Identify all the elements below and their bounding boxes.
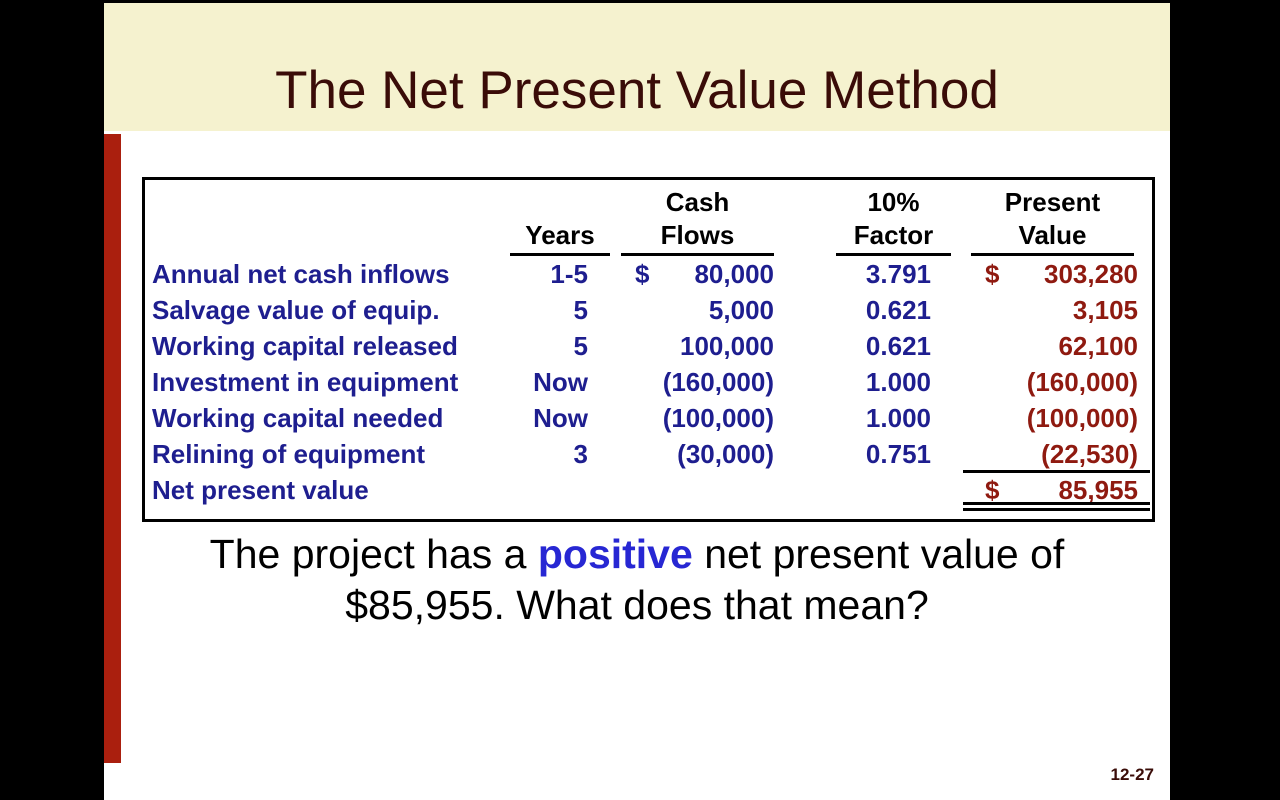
cash-flow-value: 100,000 xyxy=(680,331,774,361)
row-present-value: (160,000) xyxy=(953,364,1152,400)
row-cash-flow xyxy=(615,472,780,508)
slide-content: Years Cash Flows 10% Factor xyxy=(104,131,1170,800)
table-row: Working capital needed Now (100,000) 1.0… xyxy=(145,400,1152,436)
table-row: Relining of equipment 3 (30,000) 0.751 (… xyxy=(145,436,1152,472)
row-present-value: $85,955 xyxy=(953,472,1152,508)
row-factor: 0.621 xyxy=(865,331,931,361)
npv-table: Years Cash Flows 10% Factor xyxy=(142,177,1155,522)
row-factor: 1.000 xyxy=(865,403,931,433)
total-rule-single xyxy=(963,470,1150,473)
cash-flow-value: (100,000) xyxy=(662,403,774,433)
table-header-row: Years Cash Flows 10% Factor xyxy=(145,180,1152,256)
row-label: Working capital needed xyxy=(152,403,444,433)
caption-highlight: positive xyxy=(537,531,693,577)
table-row-total: Net present value $85,955 xyxy=(145,472,1152,508)
row-cash-flow: (160,000) xyxy=(615,364,780,400)
caption-line2: $85,955. What does that mean? xyxy=(345,582,929,628)
page-number: 12-27 xyxy=(1110,765,1154,784)
row-factor: 0.751 xyxy=(865,439,931,469)
row-label: Investment in equipment xyxy=(152,367,459,397)
header-factor-line2: Factor xyxy=(853,220,934,250)
row-years xyxy=(505,472,615,508)
dollar-sign: $ xyxy=(635,259,650,289)
header-cash-line1: Cash xyxy=(665,187,730,217)
row-cash-flow: 100,000 xyxy=(615,328,780,364)
header-years: Years xyxy=(505,180,615,256)
row-factor: 0.621 xyxy=(865,295,931,325)
row-label: Working capital released xyxy=(152,331,458,361)
row-years: 5 xyxy=(573,295,588,325)
row-cash-flow: (100,000) xyxy=(615,400,780,436)
cash-flow-value: (160,000) xyxy=(662,367,774,397)
row-label: Relining of equipment xyxy=(152,439,425,469)
header-factor: 10% Factor xyxy=(780,180,953,256)
caption-line1-pre: The project has a xyxy=(209,531,538,577)
present-value: (160,000) xyxy=(1026,367,1138,397)
total-rule-double xyxy=(963,502,1150,511)
row-years: 1-5 xyxy=(550,259,588,289)
present-value: (22,530) xyxy=(1041,439,1138,469)
row-years: 3 xyxy=(573,439,588,469)
row-cash-flow: 5,000 xyxy=(615,292,780,328)
table-row: Investment in equipment Now (160,000) 1.… xyxy=(145,364,1152,400)
header-label xyxy=(145,180,505,256)
present-value: 62,100 xyxy=(1058,331,1138,361)
row-label: Net present value xyxy=(152,475,369,505)
row-factor: 3.791 xyxy=(865,259,931,289)
row-label: Annual net cash inflows xyxy=(152,259,450,289)
dollar-sign: $ xyxy=(985,475,1000,505)
present-value: 3,105 xyxy=(1072,295,1138,325)
table-row: Salvage value of equip. 5 5,000 0.621 3,… xyxy=(145,292,1152,328)
present-value: 85,955 xyxy=(1058,475,1138,505)
row-years: 5 xyxy=(573,331,588,361)
header-present-value: Present Value xyxy=(953,180,1152,256)
cash-flow-value: (30,000) xyxy=(677,439,774,469)
caption-line1-post: net present value of xyxy=(692,531,1065,577)
caption: The project has a positive net present v… xyxy=(104,529,1170,631)
title-band: The Net Present Value Method xyxy=(104,3,1170,131)
row-present-value: (100,000) xyxy=(953,400,1152,436)
header-cash-flows: Cash Flows xyxy=(615,180,780,256)
row-present-value: 62,100 xyxy=(953,328,1152,364)
row-factor: 1.000 xyxy=(865,367,931,397)
table-row: Working capital released 5 100,000 0.621… xyxy=(145,328,1152,364)
header-factor-line1: 10% xyxy=(867,187,920,217)
row-label: Salvage value of equip. xyxy=(152,295,440,325)
present-value: (100,000) xyxy=(1026,403,1138,433)
header-pv-line2: Value xyxy=(1018,220,1087,250)
row-cash-flow: (30,000) xyxy=(615,436,780,472)
row-factor xyxy=(780,472,953,508)
dollar-sign: $ xyxy=(985,259,1000,289)
slide: The Net Present Value Method Years Cash … xyxy=(104,0,1170,800)
caption-line1: The project has a positive net present v… xyxy=(104,529,1170,580)
row-cash-flow: $80,000 xyxy=(615,256,780,292)
row-present-value: $303,280 xyxy=(953,256,1152,292)
row-years: Now xyxy=(533,403,588,433)
accent-bar xyxy=(104,134,121,763)
row-present-value: (22,530) xyxy=(953,436,1152,472)
present-value: 303,280 xyxy=(1044,259,1138,289)
table-row: Annual net cash inflows 1-5 $80,000 3.79… xyxy=(145,256,1152,292)
slide-title: The Net Present Value Method xyxy=(275,61,999,120)
header-cash-line2: Flows xyxy=(660,220,735,250)
row-present-value: 3,105 xyxy=(953,292,1152,328)
header-pv-line1: Present xyxy=(1004,187,1101,217)
cash-flow-value: 80,000 xyxy=(694,259,774,289)
cash-flow-value: 5,000 xyxy=(708,295,774,325)
header-years-label: Years xyxy=(525,220,595,250)
row-years: Now xyxy=(533,367,588,397)
